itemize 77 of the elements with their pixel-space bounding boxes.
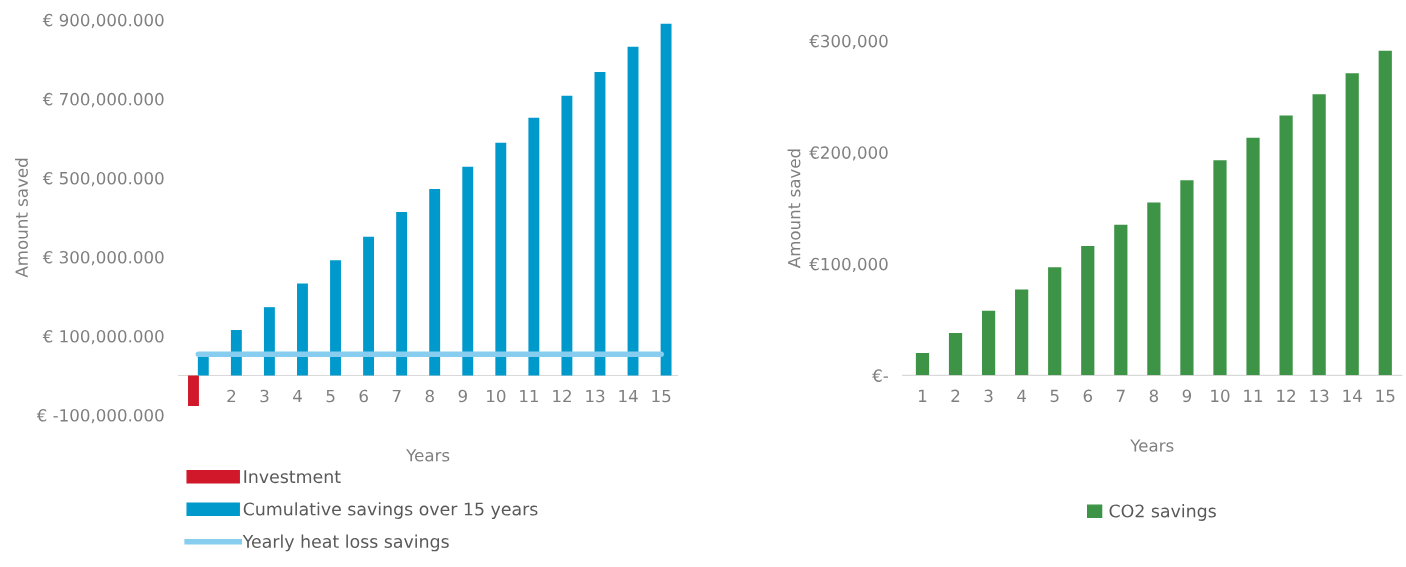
x-tick-label: 12 [553,389,571,403]
x-tick-label: 2 [951,389,960,402]
x-tick-label: 11 [1244,389,1263,402]
x-tick-label: 6 [359,389,368,403]
x-tick-label: 7 [392,389,401,403]
x-tick-label: 13 [586,389,605,403]
x-tick-label: 11 [520,389,539,403]
bar [1246,137,1260,376]
legend-label: Cumulative savings over 15 years [243,502,538,519]
bar [594,72,606,376]
x-tick-label: 8 [425,389,434,403]
bar [188,375,199,406]
bar [981,310,996,376]
x-tick-label: 15 [1376,389,1395,403]
x-tick-label: 14 [619,389,638,403]
bar [1279,115,1293,376]
x-tick-label: 3 [984,389,993,403]
bar [396,211,408,376]
x-tick-label: 12 [1277,389,1296,402]
y-axis-title: Amount saved [787,149,801,269]
y-tick-label: €100,000 [809,257,888,273]
bar [948,332,963,376]
bar [627,46,639,376]
x-tick-label: 4 [293,389,302,403]
bar [1015,289,1029,376]
bar [363,236,375,376]
bar [297,283,308,376]
bar [1312,94,1326,376]
y-tick-label: €300,000 [809,34,888,50]
x-tick-label: 9 [1182,389,1192,403]
x-tick-label: 6 [1083,389,1093,403]
x-tick-label: 1 [919,389,927,402]
legend-label: Yearly heat loss savings [242,534,449,552]
bar [1048,267,1062,376]
legend-label: Investment [244,470,341,484]
y-tick-label: € 300,000.000 [42,250,164,266]
bar [495,142,507,376]
x-tick-label: 3 [260,389,269,403]
x-tick-label: 7 [1116,389,1125,402]
x-axis-title: Years [406,449,450,462]
x-tick-label: 14 [1343,389,1362,402]
y-tick-label: € -100,000.000 [36,409,164,424]
bar [1213,160,1227,376]
y-tick-label: € 500,000.000 [42,171,164,187]
bar [197,354,209,376]
bar [915,353,930,376]
bar [1180,180,1194,376]
x-tick-label: 2 [227,389,236,403]
bar [660,23,672,376]
y-tick-label: €200,000 [809,146,888,161]
bar [462,166,474,376]
x-axis-title: Years [1130,439,1174,452]
x-tick-label: 13 [1310,389,1329,403]
x-tick-label: 9 [458,389,467,403]
bar [1378,50,1392,376]
x-tick-label: 15 [652,389,671,403]
y-tick-label: €- [872,369,888,382]
x-tick-label: 10 [1211,389,1230,403]
y-tick-label: € 900,000.000 [42,13,164,29]
x-tick-label: 10 [487,389,506,403]
bar [528,117,540,376]
bar [1114,224,1128,376]
x-tick-label: 5 [1050,389,1059,403]
x-tick-label: 4 [1017,389,1027,402]
bar [1147,202,1161,376]
bar [561,95,573,376]
bar [263,307,275,376]
bar [330,260,341,376]
bar [429,188,441,376]
legend-label: CO2 savings [1109,504,1216,521]
x-tick-label: 5 [326,389,335,403]
y-axis-title: Amount saved [15,158,28,278]
y-tick-label: € 100,000.000 [42,329,164,345]
x-tick-label: 8 [1149,389,1159,403]
bar [1345,73,1359,376]
bar [1081,246,1095,376]
y-tick-label: € 700,000.000 [42,92,164,108]
